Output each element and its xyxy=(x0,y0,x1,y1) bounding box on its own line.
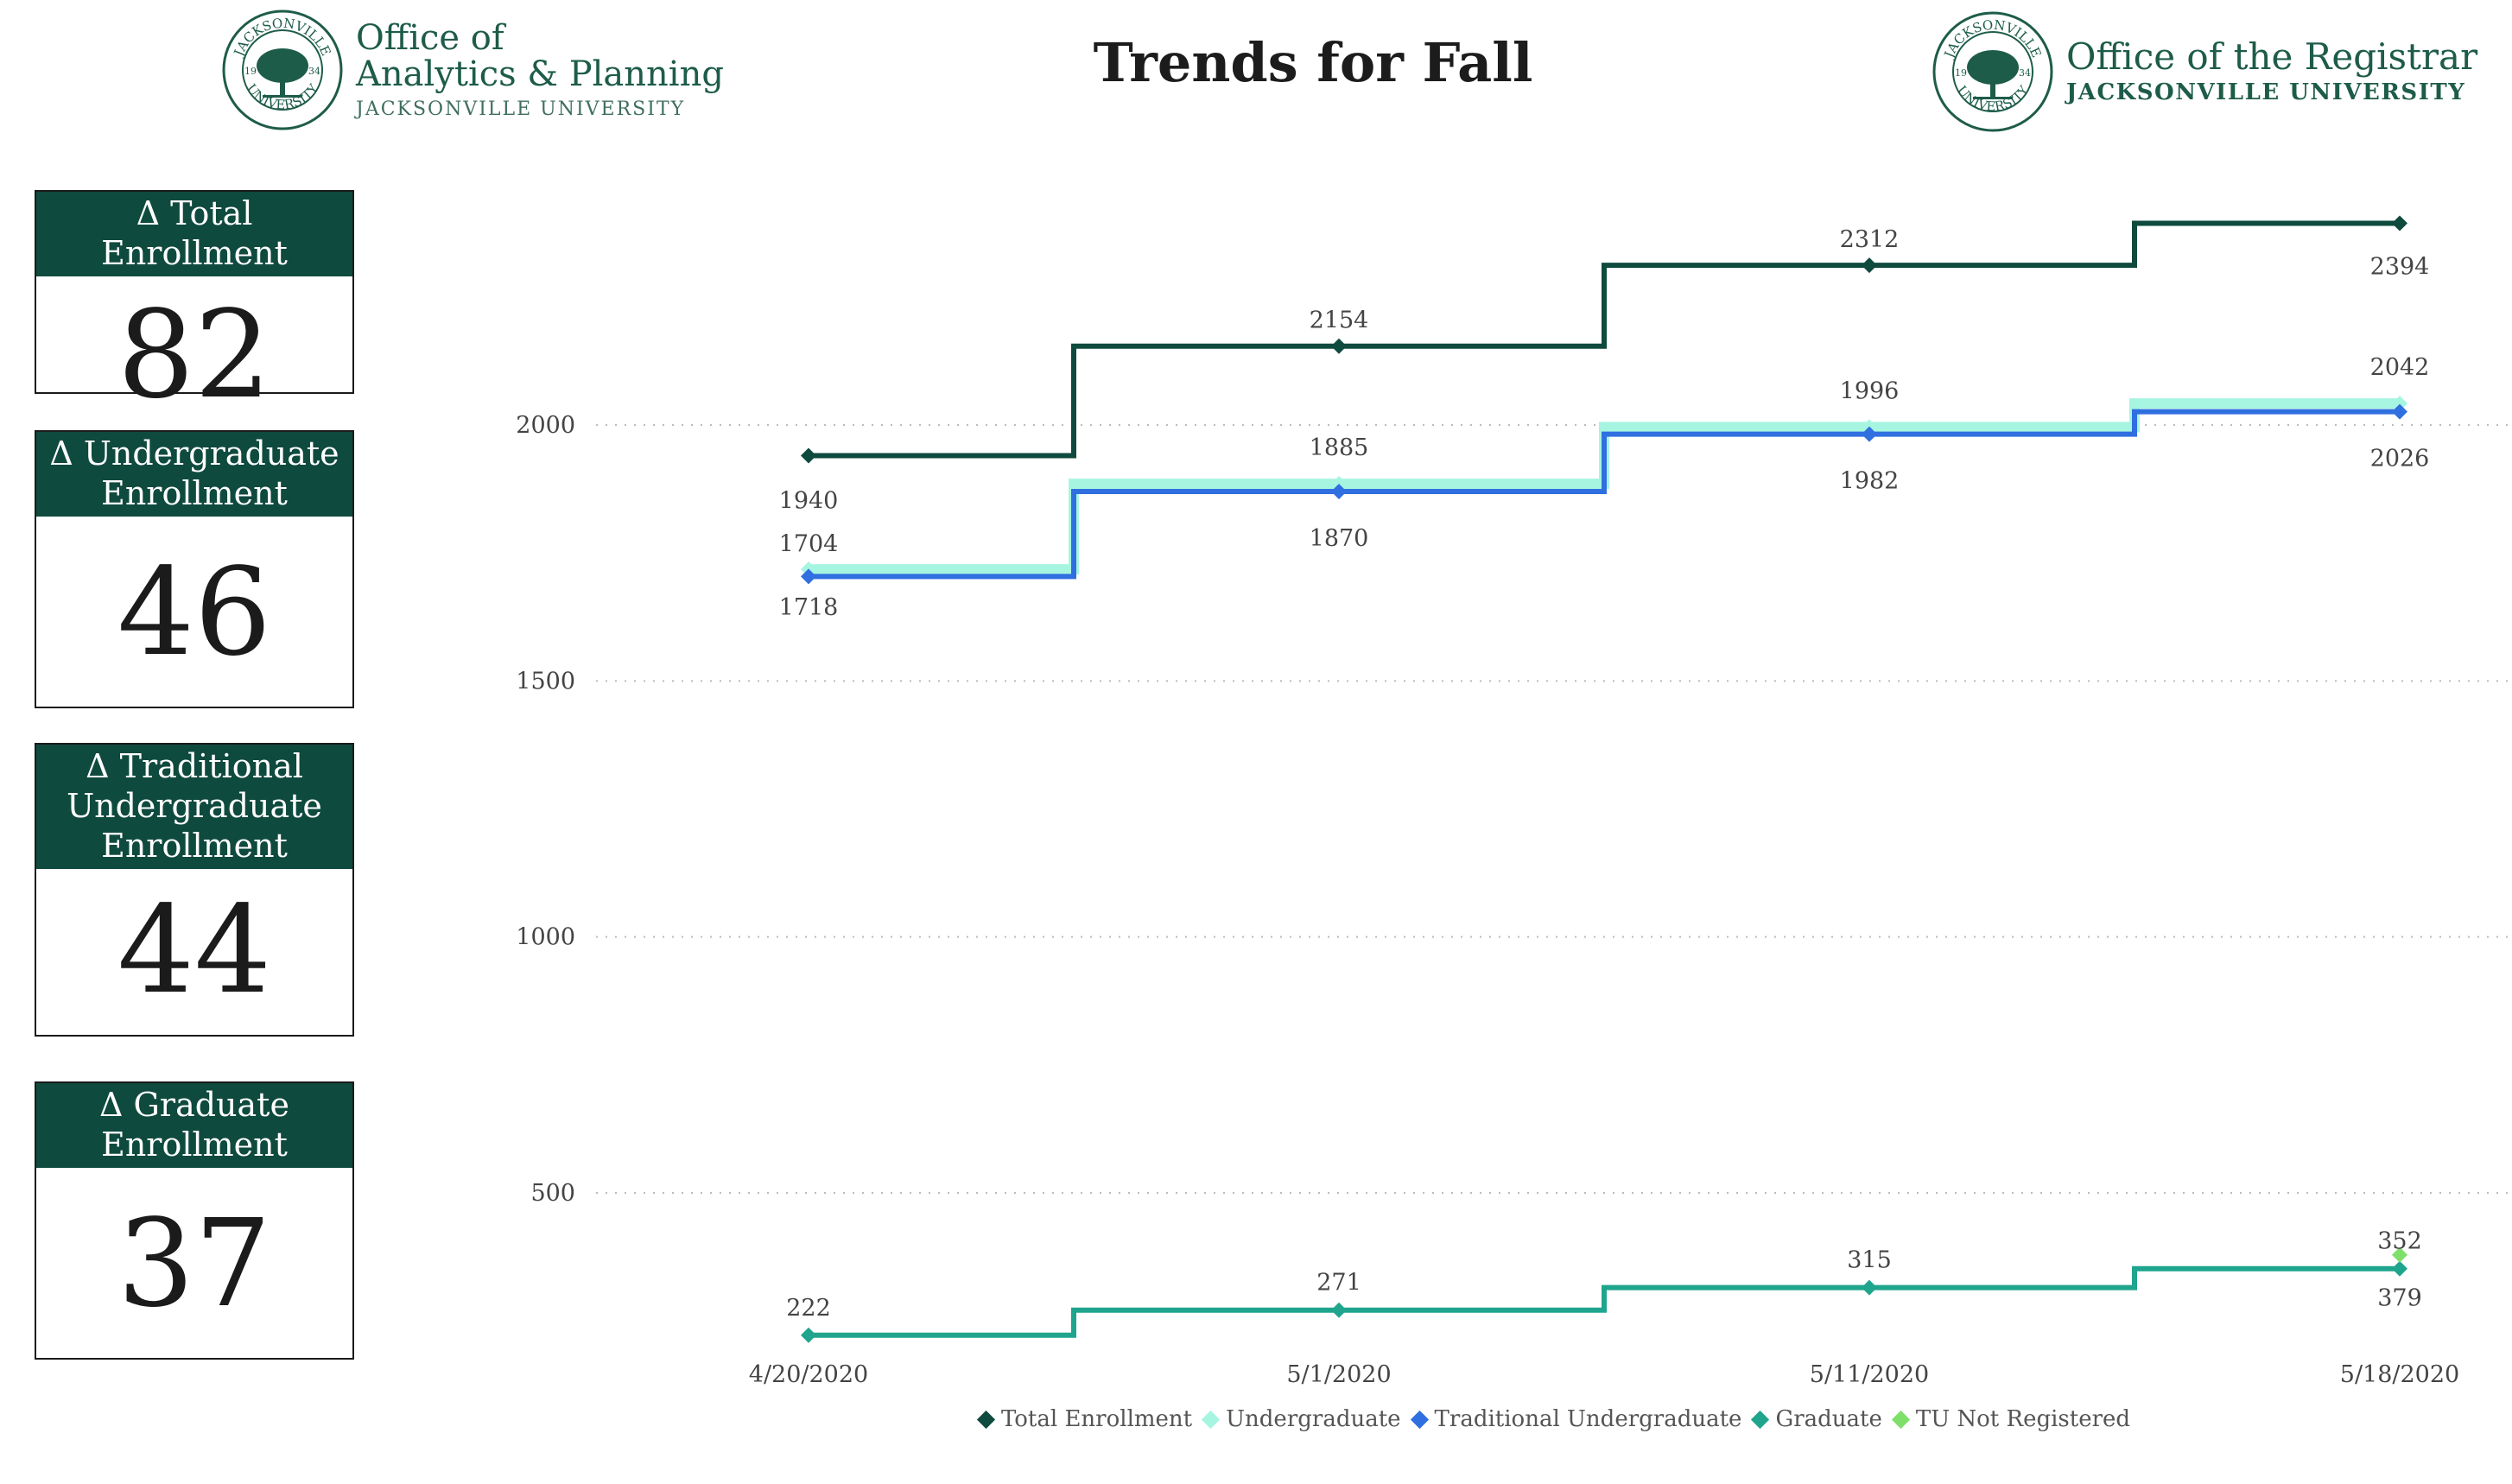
data-label: 352 xyxy=(2377,1228,2422,1255)
data-point xyxy=(2392,396,2407,412)
data-label: 2026 xyxy=(2370,446,2430,472)
data-point xyxy=(801,1327,816,1343)
data-point xyxy=(1862,426,1877,442)
kpi-value: 44 xyxy=(117,879,272,1021)
svg-text:19: 19 xyxy=(1955,67,1967,79)
legend-label: TU Not Registered xyxy=(1915,1406,2131,1432)
data-label: 2394 xyxy=(2370,253,2430,280)
university-seal-icon: JACKSONVILLE UNIVERSITY 19 34 xyxy=(1932,11,2053,132)
data-label: 379 xyxy=(2377,1285,2422,1312)
x-tick-label: 5/18/2020 xyxy=(2340,1361,2459,1388)
data-point xyxy=(1331,484,1347,500)
data-label: 1996 xyxy=(1840,377,1900,404)
y-axis-ticks: 500 1000 1500 2000 xyxy=(516,412,575,1207)
analytics-planning-logo: JACKSONVILLE UNIVERSITY 19 34 Office of … xyxy=(221,9,724,131)
kpi-card-undergraduate: Δ Undergraduate Enrollment 46 xyxy=(35,430,354,708)
data-label: 1885 xyxy=(1310,434,1369,461)
data-point xyxy=(1331,338,1347,354)
legend-diamond-icon xyxy=(1202,1410,1221,1429)
series-line-total-enrollment xyxy=(809,220,2400,459)
x-axis-ticks: 4/20/2020 5/1/2020 5/11/2020 5/18/2020 xyxy=(749,1361,2459,1388)
logo-line-1: Office of xyxy=(356,18,504,59)
data-label: 2312 xyxy=(1840,226,1900,253)
y-tick-label: 1500 xyxy=(516,668,575,694)
kpi-value: 46 xyxy=(117,542,272,683)
legend-item[interactable]: TU Not Registered xyxy=(1891,1406,2131,1432)
kpi-card-traditional-undergraduate: Δ Traditional Undergraduate Enrollment 4… xyxy=(35,743,354,1037)
data-point xyxy=(801,568,816,585)
data-label: 222 xyxy=(786,1295,831,1322)
legend-item[interactable]: Total Enrollment xyxy=(976,1406,1193,1432)
kpi-value: 37 xyxy=(117,1193,272,1335)
data-label: 1704 xyxy=(779,530,839,557)
y-tick-label: 500 xyxy=(530,1180,575,1207)
page-title: Trends for Fall xyxy=(1093,31,1533,94)
logo-line-2: Analytics & Planning xyxy=(356,54,724,95)
series-lines xyxy=(809,220,2400,1338)
legend-diamond-icon xyxy=(1751,1410,1770,1429)
legend-diamond-icon xyxy=(1891,1410,1910,1429)
data-point xyxy=(2392,215,2407,231)
legend-item[interactable]: Traditional Undergraduate xyxy=(1410,1406,1742,1432)
data-label: 2042 xyxy=(2370,354,2430,381)
legend-diamond-icon xyxy=(976,1410,996,1429)
chart-legend: Total Enrollment Undergraduate Traditional… xyxy=(976,1406,2130,1432)
svg-text:34: 34 xyxy=(308,66,320,77)
data-point xyxy=(2392,1260,2407,1277)
series-line-graduate xyxy=(809,1265,2400,1338)
logo-line-2: JACKSONVILLE UNIVERSITY xyxy=(2066,79,2466,106)
kpi-card-graduate: Δ Graduate Enrollment 37 xyxy=(35,1081,354,1360)
legend-label: Traditional Undergraduate xyxy=(1434,1406,1742,1432)
data-label: 271 xyxy=(1316,1270,1361,1297)
data-point xyxy=(1331,1302,1347,1318)
university-seal-icon: JACKSONVILLE UNIVERSITY 19 34 xyxy=(222,10,343,130)
kpi-label: Δ Traditional Undergraduate Enrollment xyxy=(36,745,352,869)
legend-label: Total Enrollment xyxy=(1000,1406,1193,1432)
y-tick-label: 1000 xyxy=(516,924,575,951)
legend-diamond-icon xyxy=(1410,1410,1429,1429)
series-markers xyxy=(801,215,2407,1343)
kpi-value: 82 xyxy=(117,284,272,426)
logo-line-3: JACKSONVILLE UNIVERSITY xyxy=(356,98,686,121)
data-label: 1982 xyxy=(1840,468,1900,495)
legend-label: Undergraduate xyxy=(1226,1406,1401,1432)
data-point xyxy=(801,447,816,464)
data-label: 315 xyxy=(1847,1247,1892,1274)
legend-label: Graduate xyxy=(1775,1406,1882,1432)
x-tick-label: 5/11/2020 xyxy=(1810,1361,1929,1388)
data-label: 2154 xyxy=(1310,308,1369,334)
svg-text:34: 34 xyxy=(2019,67,2031,79)
y-tick-label: 2000 xyxy=(516,412,575,439)
svg-text:19: 19 xyxy=(244,66,257,77)
kpi-label: Δ Graduate Enrollment xyxy=(36,1083,352,1168)
gridlines xyxy=(596,424,2512,1194)
logo-line-1: Office of the Registrar xyxy=(2066,35,2478,79)
data-point xyxy=(2392,403,2407,420)
data-label: 1718 xyxy=(779,594,839,621)
data-label: 1870 xyxy=(1310,525,1369,552)
data-labels: 1940 2154 2312 2394 1718 1885 1996 2042 1704 1870… xyxy=(779,226,2430,1322)
kpi-card-total: Δ Total Enrollment 82 xyxy=(35,190,354,426)
kpi-label: Δ Total Enrollment xyxy=(36,192,352,276)
kpi-label: Δ Undergraduate Enrollment xyxy=(36,432,352,517)
data-label: 1940 xyxy=(779,488,839,515)
legend-item[interactable]: Graduate xyxy=(1751,1406,1882,1432)
x-tick-label: 4/20/2020 xyxy=(749,1361,868,1388)
registrar-logo: JACKSONVILLE UNIVERSITY 19 34 Office of … xyxy=(1932,10,2477,133)
data-point xyxy=(2392,1246,2407,1263)
data-point xyxy=(1862,257,1877,274)
data-point xyxy=(1862,1279,1877,1296)
legend-item[interactable]: Undergraduate xyxy=(1202,1406,1401,1432)
series-line-traditional-undergraduate xyxy=(809,409,2400,580)
x-tick-label: 5/1/2020 xyxy=(1286,1361,1391,1388)
